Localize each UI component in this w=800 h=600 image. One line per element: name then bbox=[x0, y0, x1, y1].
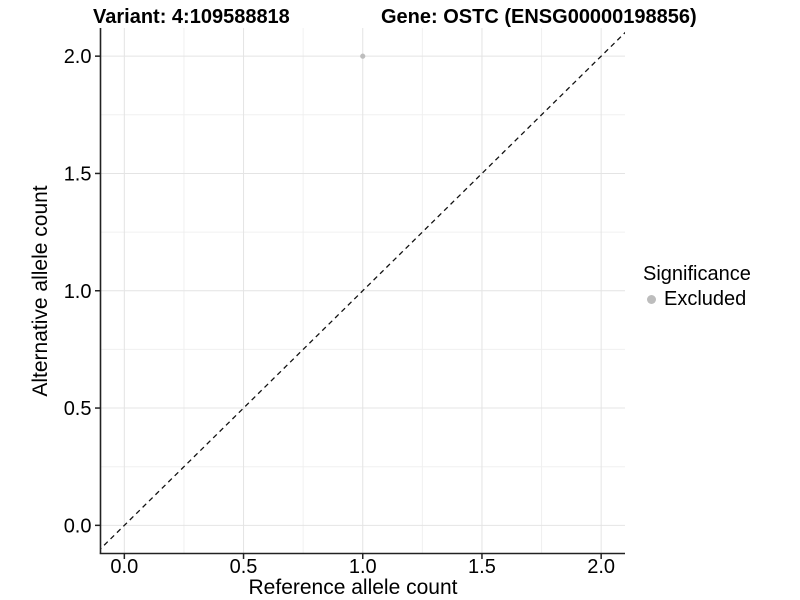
plot-title-variant: Variant: 4:109588818 bbox=[93, 6, 290, 28]
x-axis-title: Reference allele count bbox=[248, 576, 458, 599]
x-tick-label: 0.5 bbox=[230, 556, 258, 578]
y-tick-label: 0.5 bbox=[64, 398, 92, 420]
x-tick-label: 1.0 bbox=[349, 556, 377, 578]
x-tick-label: 0.0 bbox=[110, 556, 138, 578]
legend-key-dot bbox=[647, 294, 656, 304]
y-tick-label: 1.5 bbox=[64, 163, 92, 185]
legend-item-label: Excluded bbox=[664, 287, 747, 310]
legend-title: Significance bbox=[643, 263, 751, 285]
legend-item-excluded: Excluded bbox=[643, 288, 751, 310]
y-axis-title: Alternative allele count bbox=[29, 185, 52, 397]
y-tick-label: 1.0 bbox=[64, 281, 92, 303]
x-tick-label: 1.5 bbox=[468, 556, 496, 578]
data-point bbox=[360, 53, 366, 59]
legend: Significance Excluded bbox=[643, 263, 751, 310]
y-tick-label: 2.0 bbox=[64, 46, 92, 68]
identity-line bbox=[100, 31, 625, 550]
x-tick-label: 2.0 bbox=[587, 556, 615, 578]
y-tick-label: 0.0 bbox=[64, 515, 92, 537]
plot-title-gene: Gene: OSTC (ENSG00000198856) bbox=[381, 6, 697, 28]
